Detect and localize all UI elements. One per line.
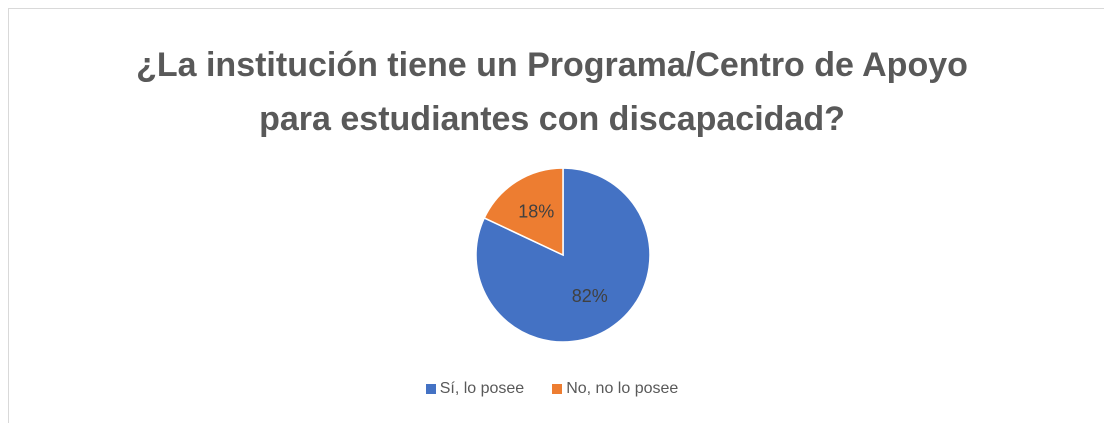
chart-border xyxy=(8,8,1104,423)
pie-slice xyxy=(475,167,651,343)
data-label: 82% xyxy=(572,286,608,306)
legend-item: No, no lo posee xyxy=(552,380,678,398)
chart-title: ¿La institución tiene un Programa/Centro… xyxy=(136,46,968,138)
legend-label: Sí, lo posee xyxy=(439,380,525,397)
pie-slice xyxy=(483,167,564,257)
legend-label: No, no lo posee xyxy=(566,380,679,397)
data-label: 18% xyxy=(518,202,554,222)
legend-swatch xyxy=(552,384,563,394)
legend: Sí, lo posee No, no lo posee xyxy=(0,380,1104,398)
legend-item: Sí, lo posee xyxy=(425,380,525,398)
legend-swatch xyxy=(425,384,436,394)
